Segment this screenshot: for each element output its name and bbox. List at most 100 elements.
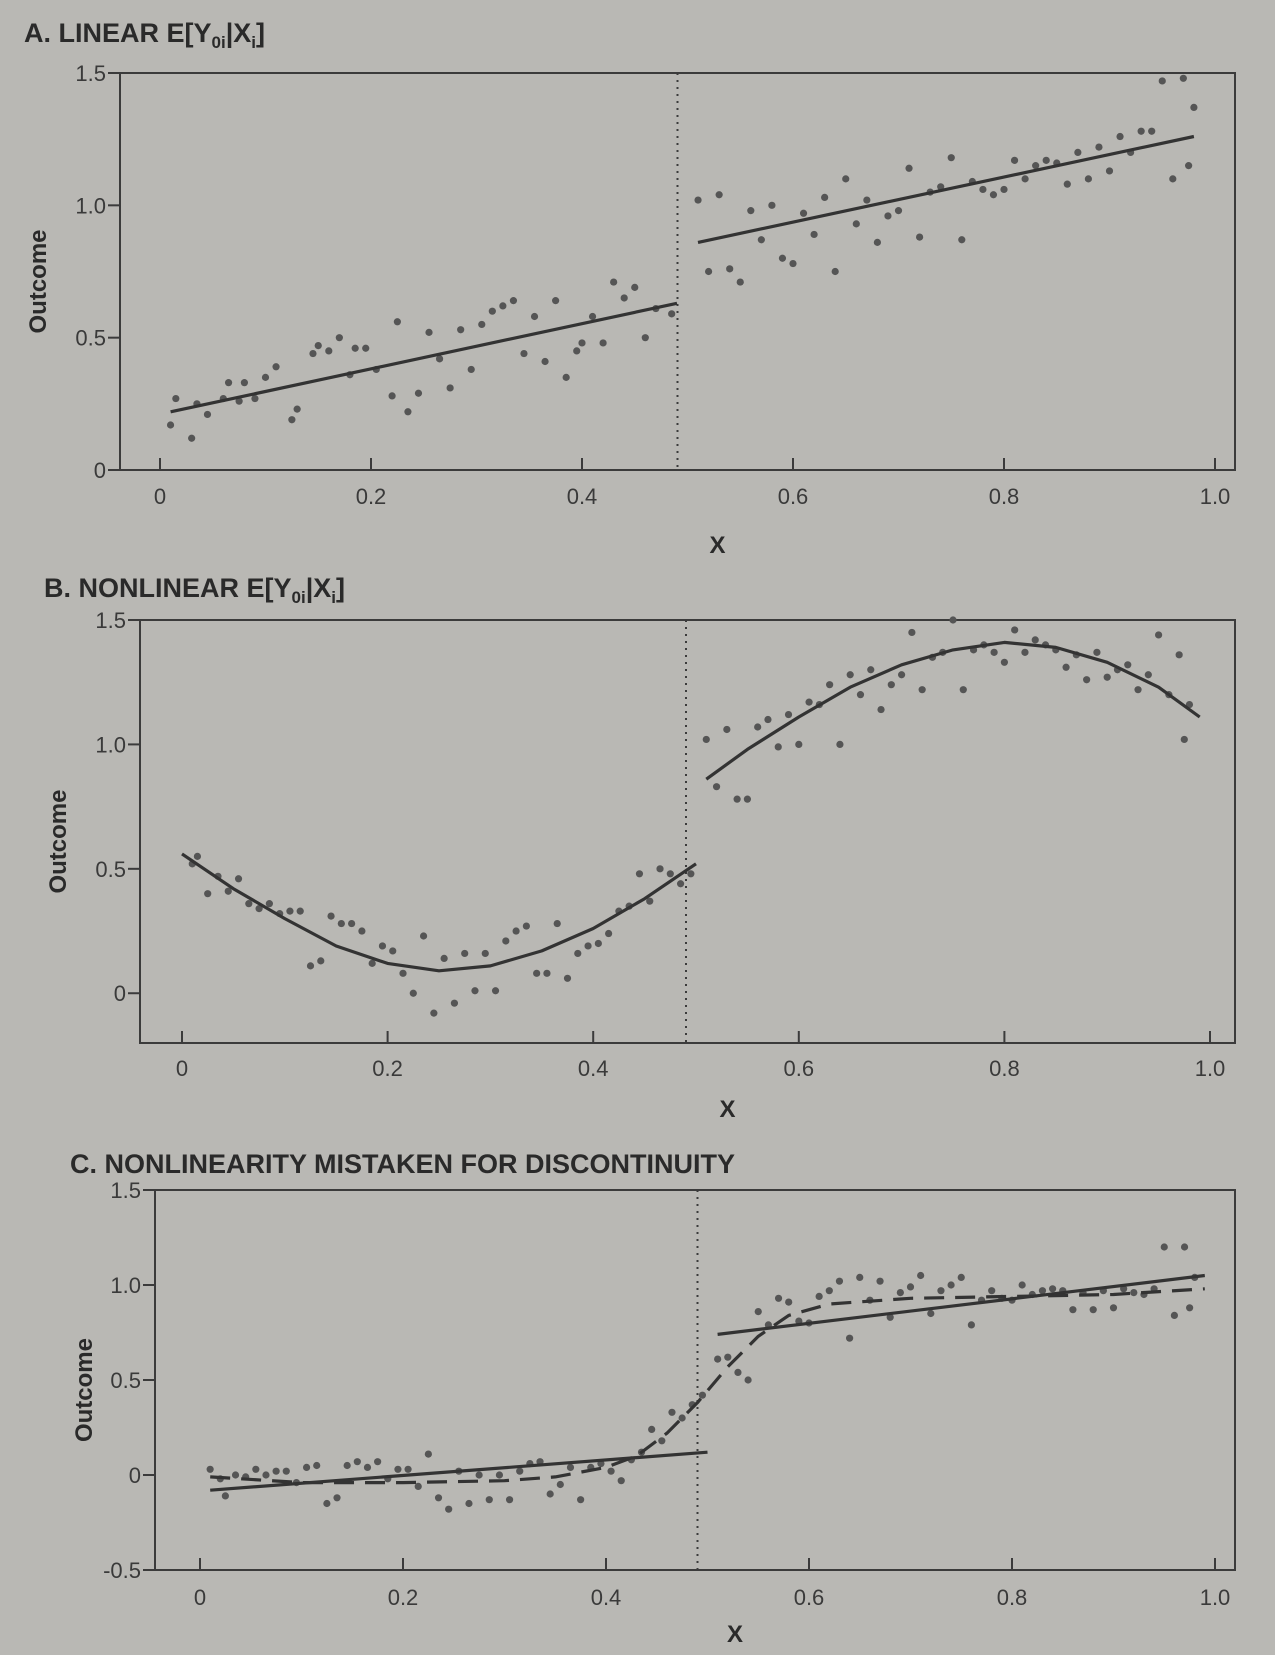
dashed-fit-line bbox=[210, 1287, 1205, 1485]
data-point bbox=[714, 1355, 722, 1363]
y-tick-label: 0.5 bbox=[110, 1368, 141, 1393]
data-point bbox=[393, 318, 401, 326]
data-point bbox=[906, 1283, 915, 1291]
title-part: B. NONLINEAR E[Y bbox=[44, 573, 292, 603]
data-point bbox=[204, 890, 212, 898]
data-point bbox=[648, 1425, 656, 1433]
data-point bbox=[916, 233, 924, 241]
data-point bbox=[594, 939, 602, 948]
data-point bbox=[927, 1309, 935, 1318]
data-point bbox=[499, 302, 507, 310]
data-point bbox=[979, 185, 987, 194]
data-point bbox=[1032, 162, 1040, 170]
data-point bbox=[309, 349, 317, 358]
data-point bbox=[588, 312, 597, 321]
data-point bbox=[461, 949, 469, 958]
data-point bbox=[272, 363, 280, 371]
data-point bbox=[541, 357, 549, 366]
data-point bbox=[323, 1499, 331, 1508]
data-point bbox=[668, 310, 676, 318]
data-point bbox=[533, 969, 541, 977]
data-point bbox=[520, 349, 528, 358]
data-point bbox=[440, 954, 448, 963]
data-point bbox=[368, 959, 376, 967]
data-point bbox=[409, 989, 417, 997]
y-axis-label: Outcome bbox=[45, 789, 72, 893]
data-point bbox=[744, 1376, 752, 1384]
data-point bbox=[317, 957, 325, 965]
data-point bbox=[337, 919, 345, 928]
fit-line bbox=[705, 640, 1201, 781]
data-point bbox=[467, 365, 475, 374]
x-tick-label: 0.4 bbox=[578, 1056, 609, 1081]
data-point bbox=[1084, 175, 1092, 183]
data-point bbox=[1021, 648, 1029, 656]
y-tick-label: 1.5 bbox=[95, 608, 126, 633]
data-point bbox=[240, 379, 248, 387]
x-tick-label: 0.8 bbox=[989, 1056, 1020, 1081]
data-point bbox=[785, 1298, 793, 1306]
data-point bbox=[1148, 127, 1156, 135]
data-point bbox=[846, 671, 854, 679]
data-point bbox=[502, 937, 510, 945]
data-point bbox=[743, 795, 752, 803]
data-point bbox=[475, 1471, 483, 1479]
data-point bbox=[1000, 658, 1009, 666]
data-point bbox=[314, 342, 322, 350]
data-point bbox=[578, 339, 586, 347]
data-point bbox=[1010, 156, 1019, 164]
y-tick-label: 0 bbox=[129, 1463, 141, 1488]
x-tick-label: 0.4 bbox=[591, 1585, 622, 1610]
data-point bbox=[768, 201, 776, 209]
data-point bbox=[898, 671, 906, 679]
data-point bbox=[327, 912, 335, 920]
plot-frame bbox=[139, 619, 1236, 1044]
data-point bbox=[863, 196, 871, 204]
data-point bbox=[399, 969, 407, 977]
data-point bbox=[884, 212, 892, 220]
data-point bbox=[908, 628, 916, 637]
data-point bbox=[826, 681, 834, 689]
data-point bbox=[678, 1414, 686, 1422]
data-point bbox=[736, 278, 744, 286]
data-point bbox=[876, 1277, 884, 1285]
x-tick-label: 1.0 bbox=[1195, 1056, 1226, 1081]
data-point bbox=[430, 1009, 438, 1017]
data-point bbox=[435, 355, 444, 363]
data-point bbox=[306, 962, 315, 970]
data-point bbox=[282, 1467, 290, 1475]
data-point bbox=[252, 1465, 260, 1473]
data-point bbox=[1155, 631, 1163, 639]
data-point bbox=[553, 919, 561, 928]
data-point bbox=[351, 344, 359, 352]
data-point bbox=[296, 907, 304, 915]
data-point bbox=[1144, 671, 1152, 679]
data-point bbox=[1103, 673, 1111, 681]
data-point bbox=[949, 616, 957, 624]
data-point bbox=[605, 929, 613, 938]
data-point bbox=[795, 740, 803, 749]
data-point bbox=[333, 1494, 341, 1502]
y-tick-label: 1.0 bbox=[75, 193, 106, 218]
data-point bbox=[723, 725, 731, 734]
data-point bbox=[1089, 1306, 1097, 1314]
data-point bbox=[414, 389, 423, 397]
data-point bbox=[335, 334, 343, 342]
x-axis-label: X bbox=[727, 1621, 743, 1648]
y-tick-label: -0.5 bbox=[103, 1558, 141, 1583]
data-point bbox=[378, 942, 387, 950]
data-point bbox=[425, 328, 433, 336]
data-point bbox=[635, 870, 644, 878]
x-tick-label: 0 bbox=[176, 1056, 188, 1081]
data-point bbox=[293, 405, 301, 413]
data-point bbox=[1158, 77, 1166, 85]
title-part: C. NONLINEARITY MISTAKEN FOR DISCONTINUI… bbox=[70, 1149, 735, 1179]
data-point bbox=[530, 312, 539, 321]
data-point bbox=[358, 927, 366, 935]
data-point bbox=[1190, 103, 1198, 112]
data-point bbox=[646, 897, 654, 905]
data-point bbox=[599, 339, 607, 347]
data-point bbox=[658, 1437, 666, 1445]
data-point bbox=[694, 196, 702, 204]
